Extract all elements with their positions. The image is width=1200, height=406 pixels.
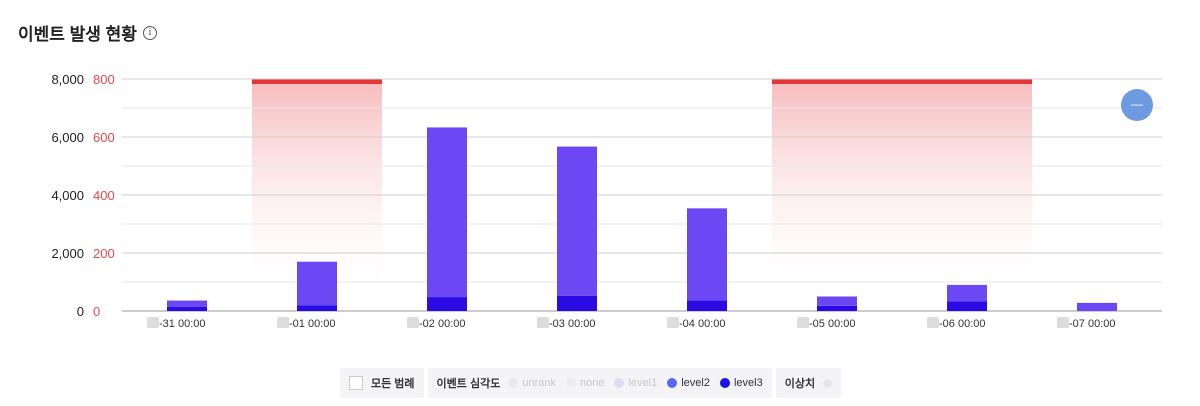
- legend-all-label: 모든 범례: [371, 378, 415, 390]
- legend-anomaly-label: 이상치: [784, 378, 816, 390]
- bar-level2-6[interactable]: [947, 284, 987, 302]
- minus-icon: —: [1131, 97, 1143, 111]
- x-tick-label: -06 00:00: [939, 318, 985, 330]
- y-left-tick-label: 8,000: [51, 72, 84, 87]
- redacted-date-prefix: [407, 317, 419, 328]
- legend: 모든 범례 이벤트 심각도 unrank none level1 level2 leve…: [340, 368, 841, 398]
- bar-level2-0[interactable]: [167, 300, 207, 307]
- anomaly-area-1: [772, 79, 1032, 286]
- x-tick-label: -05 00:00: [809, 318, 855, 330]
- y-right-tick-label: 0: [93, 304, 100, 319]
- redacted-date-prefix: [537, 317, 549, 328]
- bar-level2-1[interactable]: [297, 261, 337, 306]
- redacted-date-prefix: [927, 317, 939, 328]
- legend-item-label: level1: [628, 377, 658, 389]
- legend-item-unrank[interactable]: unrank: [508, 377, 556, 389]
- x-tick-label: -02 00:00: [419, 318, 465, 330]
- checkbox-icon[interactable]: [349, 376, 363, 390]
- legend-item-level3[interactable]: level3: [719, 377, 763, 389]
- anomaly-line-0: [252, 79, 382, 84]
- legend-item-level1[interactable]: level1: [614, 377, 657, 389]
- redacted-date-prefix: [277, 317, 289, 328]
- x-tick-label: -07 00:00: [1069, 318, 1115, 330]
- legend-swatch: [719, 378, 730, 388]
- legend-item-label: level3: [733, 377, 763, 389]
- legend-swatch: [667, 378, 678, 388]
- y-left-tick-label: 0: [77, 304, 84, 319]
- y-left-tick-label: 6,000: [51, 130, 84, 145]
- legend-item-label: none: [579, 377, 605, 389]
- bar-level3-0[interactable]: [167, 306, 207, 311]
- eye-icon: ◎: [823, 377, 832, 389]
- info-icon[interactable]: i: [142, 25, 157, 40]
- y-left-tick-label: 2,000: [51, 246, 84, 261]
- y-left-tick-label: 4,000: [51, 188, 84, 203]
- bar-level2-4[interactable]: [687, 208, 727, 301]
- legend-item-none[interactable]: none: [565, 377, 605, 389]
- x-tick-label: -03 00:00: [549, 318, 595, 330]
- legend-item-level2[interactable]: level2: [667, 377, 710, 389]
- bar-level3-3[interactable]: [557, 295, 597, 311]
- x-tick-label: -04 00:00: [679, 318, 725, 330]
- legend-severity-label: 이벤트 심각도: [436, 378, 501, 390]
- bar-level2-3[interactable]: [557, 146, 597, 296]
- bar-level3-6[interactable]: [947, 301, 987, 311]
- legend-item-label: unrank: [522, 377, 556, 389]
- y-right-tick-label: 800: [93, 72, 115, 87]
- bar-level2-5[interactable]: [817, 296, 857, 306]
- anomaly-line-1: [772, 79, 1032, 84]
- legend-anomaly-toggle[interactable]: 이상치 ◎: [775, 368, 841, 398]
- legend-item-label: level2: [681, 377, 710, 389]
- bar-level3-1[interactable]: [297, 305, 337, 311]
- x-tick-label: -31 00:00: [159, 318, 205, 330]
- chart-title: 이벤트 발생 현황: [18, 25, 137, 44]
- y-right-tick-label: 600: [93, 130, 115, 145]
- redacted-date-prefix: [147, 317, 159, 328]
- y-right-tick-label: 400: [93, 188, 115, 203]
- redacted-date-prefix: [797, 317, 809, 328]
- bar-level3-5[interactable]: [817, 305, 857, 311]
- title-row: 이벤트 발생 현황 i: [18, 20, 157, 45]
- legend-swatch: [614, 378, 625, 388]
- x-tick-label: -01 00:00: [289, 318, 335, 330]
- redacted-date-prefix: [667, 317, 679, 328]
- bar-level3-2[interactable]: [427, 297, 467, 311]
- y-right-tick-label: 200: [93, 246, 115, 261]
- legend-swatch: [508, 378, 519, 388]
- redacted-date-prefix: [1057, 317, 1069, 328]
- bar-level2-2[interactable]: [427, 127, 467, 298]
- anomaly-area-0: [252, 79, 382, 286]
- bar-level3-4[interactable]: [687, 300, 727, 311]
- legend-swatch: [565, 378, 576, 388]
- bar-level2-7[interactable]: [1077, 302, 1117, 311]
- legend-all-toggle[interactable]: 모든 범례: [340, 368, 424, 398]
- legend-severity-group: 이벤트 심각도 unrank none level1 level2 level3: [427, 368, 772, 398]
- collapse-button[interactable]: —: [1121, 89, 1153, 121]
